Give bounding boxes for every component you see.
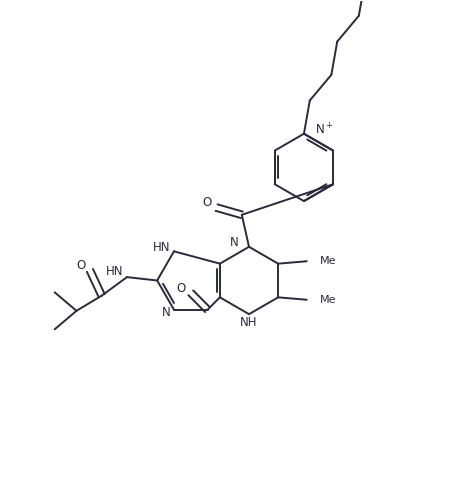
Text: N$^+$: N$^+$ — [314, 122, 333, 137]
Text: O: O — [202, 197, 212, 209]
Text: HN: HN — [153, 241, 170, 254]
Text: O: O — [76, 259, 85, 272]
Text: N: N — [162, 305, 170, 318]
Text: O: O — [177, 282, 186, 295]
Text: N: N — [230, 237, 238, 249]
Text: HN: HN — [106, 265, 123, 278]
Text: NH: NH — [240, 317, 258, 329]
Text: Me: Me — [320, 295, 336, 305]
Text: Me: Me — [320, 256, 336, 266]
